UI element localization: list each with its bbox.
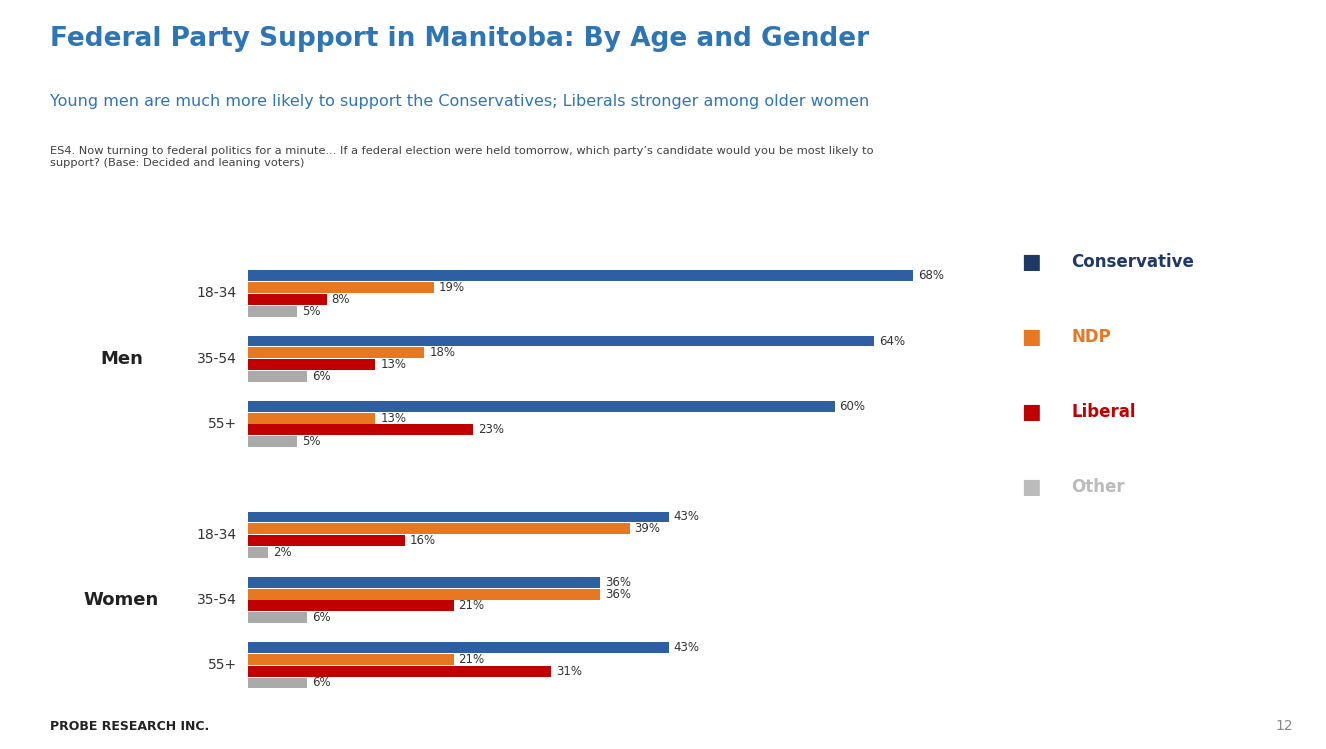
Text: 43%: 43% [674,641,700,654]
Text: Liberal: Liberal [1071,403,1136,421]
Bar [248,360,375,370]
Text: 18-34: 18-34 [196,528,237,542]
Text: 64%: 64% [879,335,904,348]
Bar [248,535,404,546]
Text: 35-54: 35-54 [196,352,237,366]
Text: 19%: 19% [439,281,465,294]
Text: Conservative: Conservative [1071,253,1195,271]
Text: PROBE RESEARCH INC.: PROBE RESEARCH INC. [50,720,210,733]
Text: 43%: 43% [674,511,700,524]
Bar [248,654,453,665]
Text: 36%: 36% [605,587,631,601]
Text: 6%: 6% [312,370,330,383]
Bar [248,371,308,382]
Text: NDP: NDP [1071,328,1111,346]
Bar [248,666,552,676]
Bar [248,524,630,534]
Bar [248,413,375,424]
Text: 39%: 39% [634,522,660,536]
Text: 5%: 5% [302,435,321,448]
Text: Federal Party Support in Manitoba: By Age and Gender: Federal Party Support in Manitoba: By Ag… [50,26,870,52]
Bar [248,348,424,358]
Text: Women: Women [84,591,159,609]
Bar [248,589,601,599]
Bar [248,642,668,653]
Text: Young men are much more likely to support the Conservatives; Liberals stronger a: Young men are much more likely to suppor… [50,94,870,109]
Text: ■: ■ [1021,477,1041,497]
Text: 31%: 31% [556,664,582,678]
Bar [248,612,308,623]
Text: 18-34: 18-34 [196,286,237,300]
Text: ■: ■ [1021,327,1041,347]
Text: 6%: 6% [312,676,330,690]
Bar [248,294,326,305]
Text: ES4. Now turning to federal politics for a minute... If a federal election were : ES4. Now turning to federal politics for… [50,146,874,168]
Text: 68%: 68% [918,269,944,282]
Text: 60%: 60% [839,400,866,413]
Bar [248,270,912,281]
Text: Other: Other [1071,478,1124,496]
Bar [248,678,308,688]
Text: 12: 12 [1276,718,1293,733]
Bar [248,306,297,317]
Text: 21%: 21% [459,653,484,666]
Text: 36%: 36% [605,576,631,589]
Text: 5%: 5% [302,305,321,318]
Text: 21%: 21% [459,599,484,613]
Bar [248,601,453,611]
Text: 35-54: 35-54 [196,593,237,607]
Bar [248,282,434,293]
Text: 13%: 13% [381,358,406,372]
Text: 6%: 6% [312,611,330,624]
Text: 8%: 8% [332,293,350,306]
Text: 55+: 55+ [208,417,237,431]
Bar [248,547,268,558]
Bar [248,425,473,435]
Text: 16%: 16% [410,534,436,547]
Text: 18%: 18% [430,346,455,360]
Text: 2%: 2% [273,546,292,559]
Bar [248,577,601,588]
Text: 13%: 13% [381,412,406,425]
Bar [248,401,834,412]
Text: ■: ■ [1021,402,1041,422]
Text: Men: Men [99,350,143,368]
Bar [248,512,668,523]
Bar [248,436,297,447]
Text: 55+: 55+ [208,658,237,673]
Text: ■: ■ [1021,252,1041,272]
Bar [248,336,874,347]
Text: 23%: 23% [479,423,504,437]
